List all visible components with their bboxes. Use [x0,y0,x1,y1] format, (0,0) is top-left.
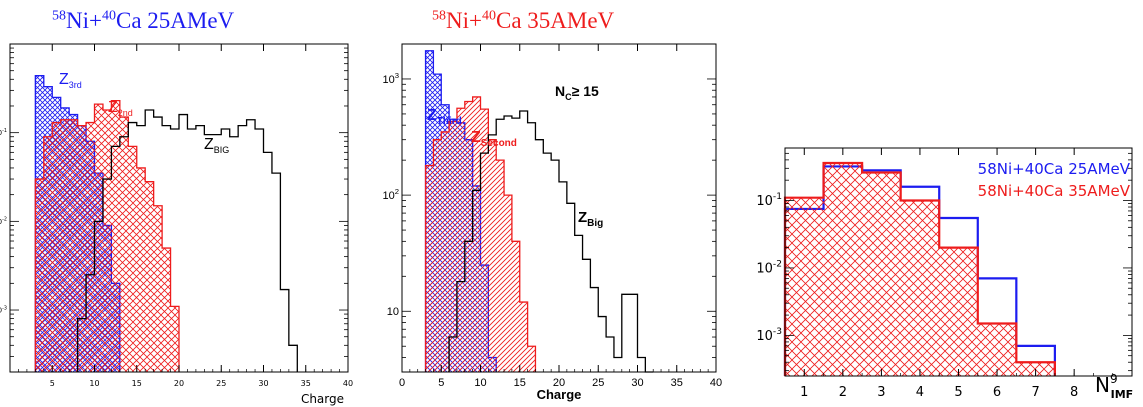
x-tick-label: 5 [954,385,962,400]
series-z-2nd [34,99,180,372]
x-tick-label: 25 [216,379,226,388]
x-tick-label: 15 [514,377,526,389]
series-z-second [424,96,537,372]
y-tick-label: 10-2 [756,260,782,277]
x-tick-label: 5 [50,379,55,388]
y-tick-label: 10-1 [756,192,782,209]
panel-2-title-text-b: Ca 35AMeV [495,8,615,33]
series-label-z-2nd: Z2nd [108,99,133,118]
series-z-big [76,109,298,372]
x-tick-label: 25 [592,377,604,389]
plot-3: 1 2 3 4 5 6 7 8 10-1 10-2 10-3 N9 IMF [756,147,1133,401]
x-tick-label: 40 [343,379,353,388]
x-tick-label: 35 [301,379,311,388]
x-tick-label: 4 [916,385,924,400]
x-tick-label: 6 [993,385,1001,400]
y-tick-label: 10-3 [756,327,782,344]
panel-2-title-sup-a: 58 [432,8,446,24]
x-tick-label: 15 [132,379,142,388]
x-tick-label: 20 [174,379,184,388]
y-tick-label: 10 [387,306,399,318]
y-tick-label: 103 [382,71,399,86]
panel-1-title-sup-b: 40 [101,8,116,24]
panel-1-title-text-a: Ni+ [66,8,102,33]
y-tick-label: 102 [382,187,399,202]
y-tick-label: 10-2 [0,217,7,226]
panel-1-title-text-b: Ca 25AMeV [115,8,235,33]
panel-2-title-text-a: Ni+ [446,8,482,33]
x-axis-label: Charge [537,387,582,402]
panel-2-title: 58Ni+40Ca 35AMeV [432,8,614,34]
series-label-z-big: ZBig [578,209,603,229]
x-axis-label: Charge [301,392,344,406]
x-tick-label: 5 [438,377,444,389]
series-z-big [448,110,654,373]
x-tick-label: 10 [474,377,486,389]
x-tick-label: 10 [89,379,99,388]
annotation-nc: NC≥ 15 [555,83,599,102]
panel-1-title: 58Ni+40Ca 25AMeV [52,8,234,34]
legend-entry-2: 58Ni+40Ca 35AMeV [978,182,1131,200]
x-tick-label: 30 [631,377,643,389]
series-label-z-third: ZThird [427,107,462,127]
panel-2-title-sup-b: 40 [481,8,496,24]
panel-1-title-sup-a: 58 [52,8,66,24]
x-tick-label: 8 [1070,385,1078,400]
x-tick-label: 30 [258,379,268,388]
x-tick-label: 20 [553,377,565,389]
legend-entry-1: 58Ni+40Ca 25AMeV [978,160,1131,178]
x-tick-label: 0 [399,377,405,389]
series-label-z-3rd: Z3rd [59,71,82,90]
series-label-z-second: ZSecond [471,129,517,149]
plot-1: 5 10 15 20 25 30 35 40 10-1 10-2 10-3 Charge [0,43,353,406]
plot-2: 0 5 10 15 20 25 30 35 40 103 102 10 Charge [382,43,722,402]
x-tick-label: 1 [800,385,808,400]
x-tick-label: 7 [1031,385,1039,400]
x-tick-label: 35 [671,377,683,389]
y-tick-label: 10-1 [0,128,7,137]
x-tick-label: 3 [877,385,885,400]
x-axis-label: N9 IMF [1095,372,1133,401]
series-label-z-big: ZBIG [204,136,229,155]
x-tick-label: 40 [710,377,722,389]
series-58ni-40ca-35amev [783,161,1056,376]
x-tick-label: 2 [839,385,847,400]
y-tick-label: 10-3 [0,305,7,314]
